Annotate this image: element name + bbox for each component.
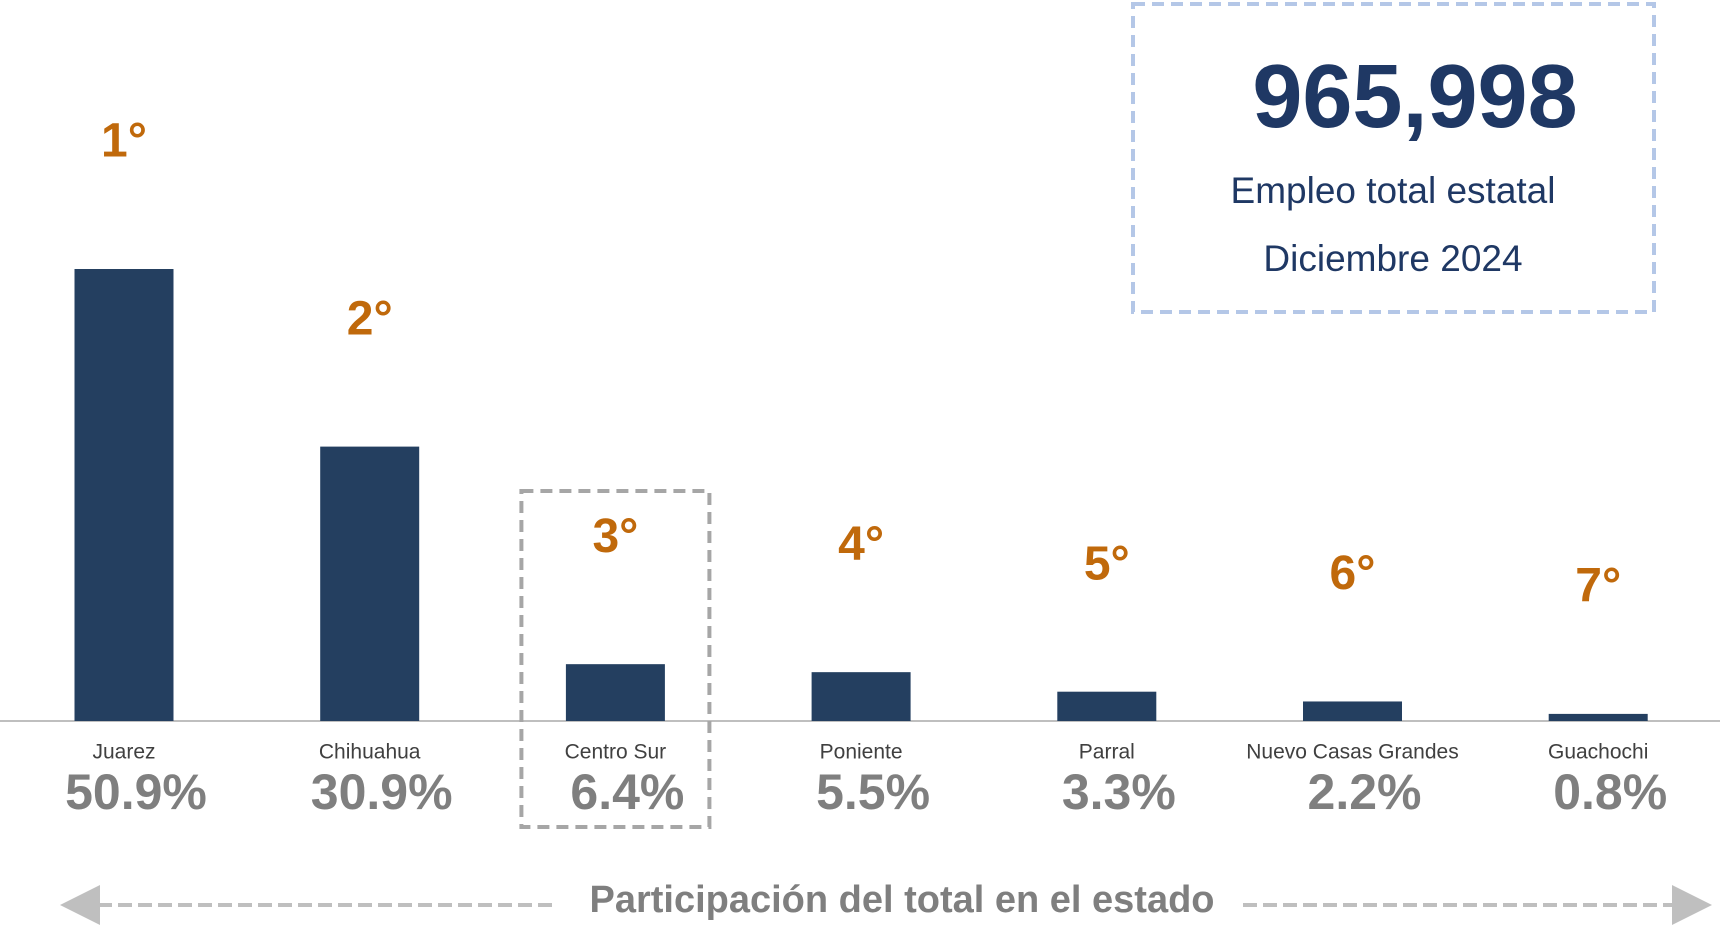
x-tick-label: Guachochi — [1548, 741, 1648, 764]
bar — [1548, 713, 1648, 721]
value-label: 6.4% — [570, 764, 684, 820]
bar — [320, 446, 420, 721]
value-label: 2.2% — [1308, 764, 1422, 820]
rank-label: 5° — [1084, 537, 1130, 590]
value-label: 50.9% — [65, 764, 207, 820]
x-tick-label: Nuevo Casas Grandes — [1246, 741, 1458, 764]
bar — [565, 664, 665, 721]
value-label: 30.9% — [311, 764, 453, 820]
x-tick-label: Poniente — [820, 741, 903, 764]
summary-label: Empleo total estatal — [1231, 170, 1556, 211]
value-label: 5.5% — [816, 764, 930, 820]
rank-label: 6° — [1330, 547, 1376, 600]
summary-date: Diciembre 2024 — [1263, 238, 1522, 279]
highlight-box — [519, 489, 712, 829]
rank-label: 1° — [101, 115, 147, 168]
rank-label: 2° — [347, 292, 393, 345]
rank-label: 7° — [1575, 560, 1621, 613]
rank-label: 3° — [592, 510, 638, 563]
bar — [1057, 691, 1157, 721]
value-label: 3.3% — [1062, 764, 1176, 820]
x-tick-label: Chihuahua — [319, 741, 421, 764]
summary-box — [1131, 2, 1656, 314]
rank-label: 4° — [838, 518, 884, 571]
x-tick-label: Parral — [1079, 741, 1135, 764]
value-label: 0.8% — [1553, 764, 1667, 820]
bar — [1303, 701, 1402, 721]
x-axis-label: Participación del total en el estado — [589, 879, 1214, 921]
summary-number: 965,998 — [1252, 47, 1577, 147]
bar — [74, 269, 174, 721]
x-tick-label: Juarez — [92, 741, 155, 764]
bar — [811, 672, 911, 721]
x-tick-label: Centro Sur — [565, 741, 667, 764]
